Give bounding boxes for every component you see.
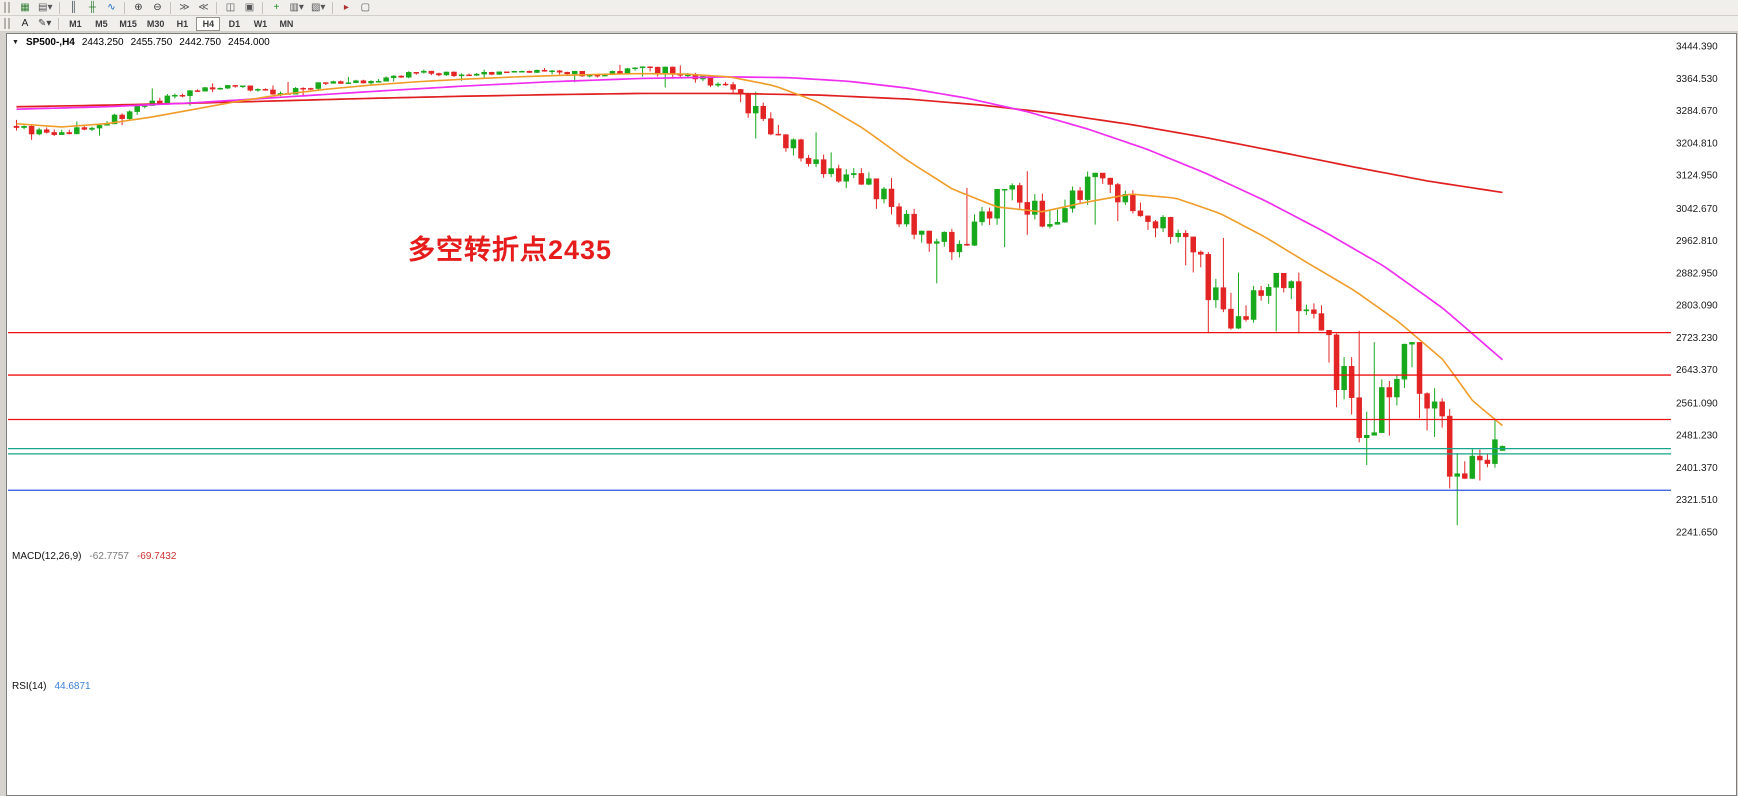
new-chart-icon: ▦ — [20, 1, 30, 13]
toolbar-separator — [332, 1, 334, 14]
chart-shift-icon: ≪ — [198, 1, 209, 13]
svg-text:2481.230: 2481.230 — [1676, 431, 1718, 442]
chart-shift-button[interactable]: ≪ — [194, 1, 212, 15]
cascade-windows-button[interactable]: ▣ — [240, 1, 258, 15]
svg-text:2723.230: 2723.230 — [1676, 333, 1718, 344]
bar-chart-type-icon: ║ — [69, 1, 78, 13]
zoom-in-button[interactable]: ⊕ — [129, 1, 147, 15]
rsi-indicator-label: RSI(14) 44.6871 — [12, 681, 91, 692]
timeframe-m15-button[interactable]: M15 — [119, 18, 137, 29]
open-value: 2443.250 — [81, 37, 124, 48]
toolbar-separator — [124, 1, 126, 14]
macd-indicator-label: MACD(12,26,9) -62.7757 -69.7432 — [12, 551, 176, 562]
macd-name: MACD(12,26,9) — [12, 551, 82, 562]
new-order-button[interactable]: ▸ — [337, 1, 355, 15]
new-chart-button[interactable]: ▦ — [16, 1, 34, 15]
ma-mid-magenta — [16, 76, 1504, 361]
candlestick-series — [13, 64, 1506, 526]
zoom-out-button[interactable]: ⊖ — [148, 1, 166, 15]
svg-text:2401.370: 2401.370 — [1676, 463, 1718, 474]
toolbar-row-1: ▦ ▤▾ ║ ╫ ∿ ⊕ ⊖ ≫ ≪ ◫ ▣ + ▥▾ ▧▾ ▸ ▢ — [16, 1, 374, 15]
chart-window-frame — [6, 33, 1737, 796]
cascade-windows-icon: ▣ — [244, 1, 255, 13]
timeframe-m1-button[interactable]: M1 — [69, 18, 82, 29]
toolbar-drag-handle[interactable] — [4, 2, 11, 13]
insert-text-icon: A — [21, 17, 29, 29]
timeframe-h1-button[interactable]: H1 — [176, 18, 189, 29]
turning-point-annotation[interactable]: 多空转折点2435 — [408, 235, 613, 265]
svg-text:2882.950: 2882.950 — [1676, 268, 1718, 279]
line-chart-type-icon: ∿ — [107, 1, 116, 13]
candlestick-type-button[interactable]: ╫ — [83, 1, 101, 15]
close-value: 2454.000 — [228, 37, 270, 48]
toolbar-separator — [58, 17, 60, 30]
zoom-in-icon: ⊕ — [134, 1, 143, 13]
timeframe-mn-button[interactable]: MN — [279, 18, 294, 29]
price-axis[interactable]: 3444.390 3364.530 3284.670 3204.810 3124.950… — [1676, 42, 1718, 539]
candlestick-type-icon: ╫ — [88, 1, 97, 13]
svg-text:3364.530: 3364.530 — [1676, 74, 1718, 85]
templates-dropdown-button[interactable]: ▧▾ — [308, 1, 328, 15]
toolbar-standard: ▦ ▤▾ ║ ╫ ∿ ⊕ ⊖ ≫ ≪ ◫ ▣ + ▥▾ ▧▾ ▸ ▢ — [0, 0, 1738, 16]
tile-windows-icon: ◫ — [225, 1, 236, 13]
macd-main-value: -62.7757 — [89, 551, 129, 562]
strategy-tester-icon: ▢ — [360, 1, 371, 13]
svg-text:3124.950: 3124.950 — [1676, 171, 1718, 182]
insert-text-button[interactable]: A — [16, 17, 34, 31]
toolbar-separator — [216, 1, 218, 14]
periods-dropdown-icon: ▥▾ — [289, 1, 304, 13]
low-value: 2442.750 — [179, 37, 222, 48]
templates-dropdown-icon: ▧▾ — [310, 1, 326, 13]
line-chart-type-button[interactable]: ∿ — [102, 1, 120, 15]
svg-text:2643.370: 2643.370 — [1676, 365, 1718, 376]
timeframe-w1-button[interactable]: W1 — [253, 18, 268, 29]
bar-chart-type-button[interactable]: ║ — [64, 1, 82, 15]
timeframe-m5-button[interactable]: M5 — [95, 18, 108, 29]
draw-tools-icon: ✎▾ — [38, 17, 52, 29]
symbol-period-label: SP500-,H4 — [25, 37, 75, 48]
auto-scroll-button[interactable]: ≫ — [175, 1, 193, 15]
toolbar-separator — [170, 1, 172, 14]
svg-text:3204.810: 3204.810 — [1676, 138, 1718, 149]
ma-slow-red — [16, 92, 1503, 194]
toolbar-separator — [59, 1, 61, 14]
zoom-out-icon: ⊖ — [153, 1, 162, 13]
svg-text:3284.670: 3284.670 — [1676, 106, 1718, 117]
svg-text:2561.090: 2561.090 — [1676, 398, 1718, 409]
indicators-add-button[interactable]: + — [267, 1, 285, 15]
svg-text:2241.650: 2241.650 — [1676, 528, 1718, 539]
timeframe-h4-button[interactable]: H4 — [196, 16, 221, 31]
strategy-tester-button[interactable]: ▢ — [356, 1, 374, 15]
profiles-button[interactable]: ▤▾ — [35, 1, 55, 15]
indicators-add-icon: + — [273, 1, 280, 13]
auto-scroll-icon: ≫ — [179, 1, 190, 13]
new-order-icon: ▸ — [343, 1, 349, 13]
svg-text:3444.390: 3444.390 — [1676, 42, 1718, 53]
macd-signal-value: -69.7432 — [136, 551, 177, 562]
tile-windows-button[interactable]: ◫ — [221, 1, 239, 15]
toolbar-row-2: A ✎▾ M1 M5 M15 M30 H1 H4 D1 W1 MN — [16, 16, 299, 31]
svg-text:2803.090: 2803.090 — [1676, 301, 1718, 312]
toolbar-separator — [262, 1, 264, 14]
rsi-value: 44.6871 — [54, 681, 91, 692]
svg-text:2321.510: 2321.510 — [1676, 495, 1718, 506]
toolbar-drag-handle-2[interactable] — [4, 18, 11, 29]
timeframe-m30-button[interactable]: M30 — [146, 18, 165, 29]
high-value: 2455.750 — [130, 37, 173, 48]
svg-text:2962.810: 2962.810 — [1676, 236, 1718, 247]
expand-panel-icon[interactable]: ▼ — [12, 39, 19, 46]
rsi-name: RSI(14) — [12, 681, 47, 692]
ma-fast-orange — [16, 72, 1504, 427]
chart-ohlc-title: ▼ SP500-,H4 2443.250 2455.750 2442.750 2… — [12, 37, 270, 48]
timeframe-d1-button[interactable]: D1 — [228, 18, 241, 29]
periods-dropdown-button[interactable]: ▥▾ — [286, 1, 306, 15]
profiles-icon: ▤▾ — [38, 1, 53, 13]
toolbar-drawing-periods: A ✎▾ M1 M5 M15 M30 H1 H4 D1 W1 MN — [0, 16, 1738, 32]
draw-tools-button[interactable]: ✎▾ — [35, 17, 54, 31]
svg-text:3042.670: 3042.670 — [1676, 204, 1718, 215]
